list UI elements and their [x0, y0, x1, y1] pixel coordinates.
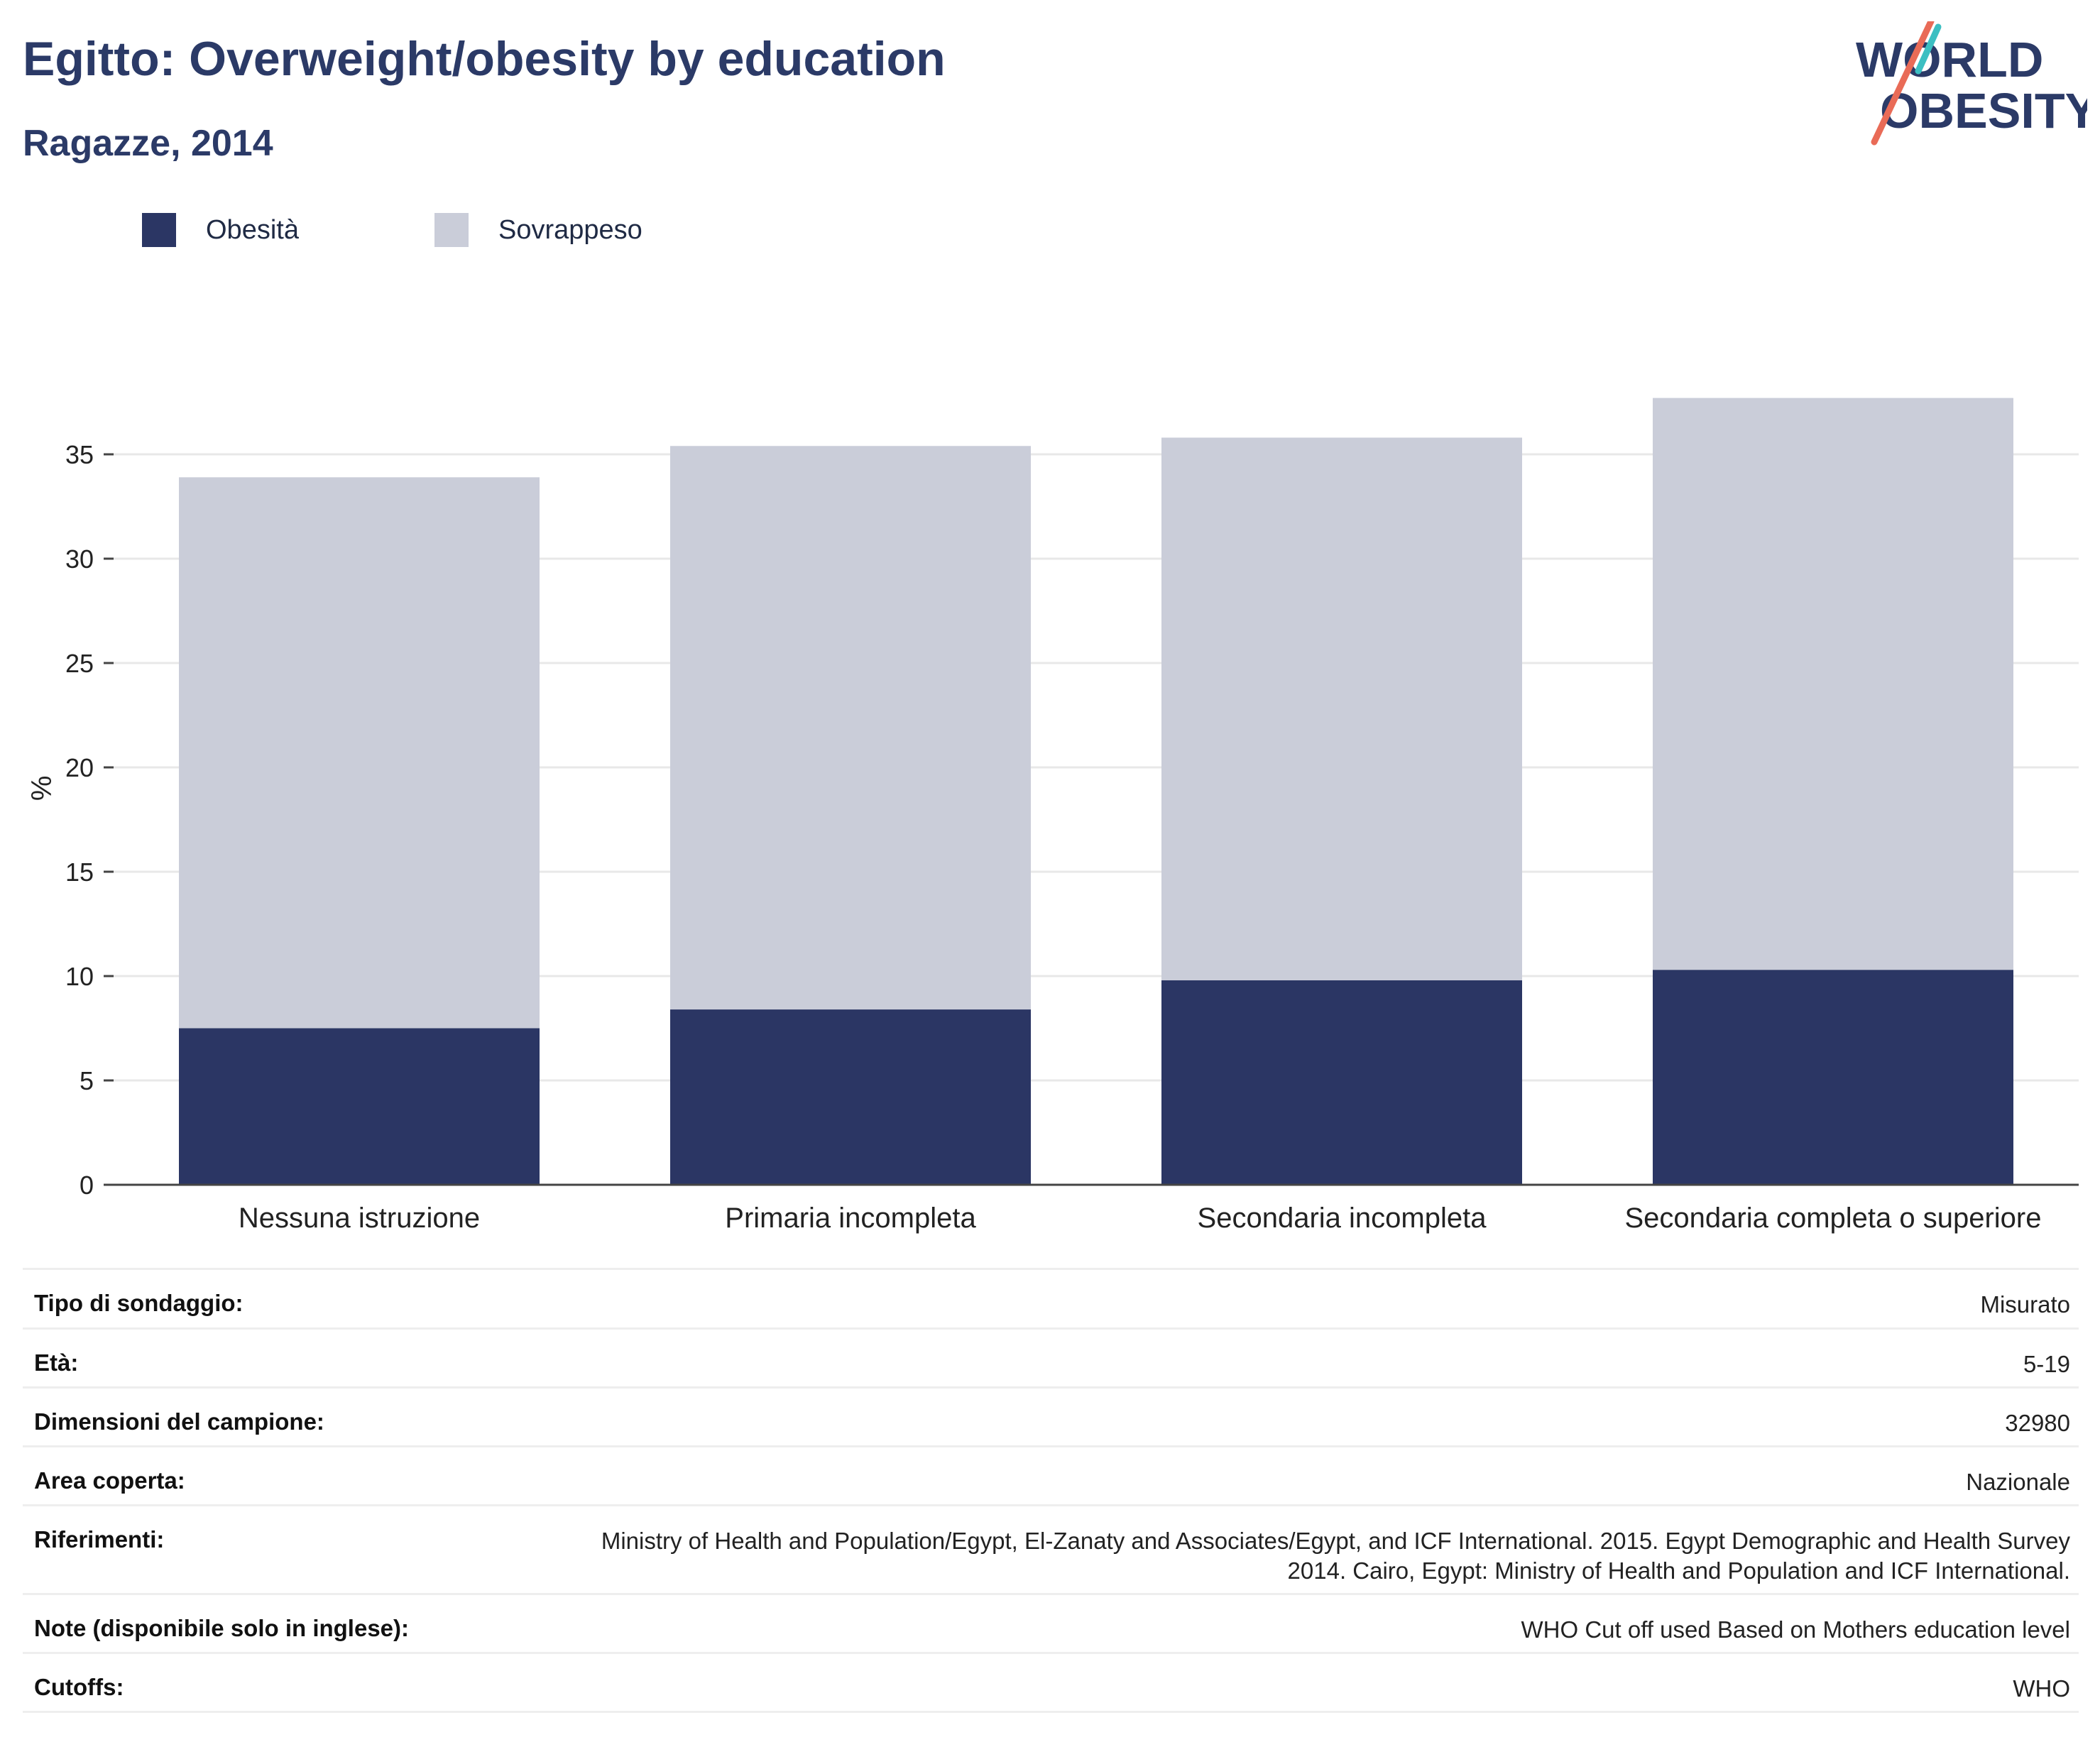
y-tick-label: 10	[65, 962, 94, 991]
y-tick-label: 30	[65, 544, 94, 574]
info-row-notes: Note (disponibile solo in inglese): WHO …	[23, 1593, 2079, 1652]
info-value: 32980	[2005, 1410, 2070, 1436]
svg-text:WORLD: WORLD	[1856, 32, 2043, 87]
info-row-references: Riferimenti: Ministry of Health and Popu…	[23, 1504, 2079, 1593]
legend-swatch-obesita	[142, 213, 176, 247]
info-value: WHO Cut off used Based on Mothers educat…	[1521, 1616, 2070, 1643]
legend-label-obesita: Obesità	[206, 214, 299, 245]
axes: 0 5 10 15 20 25 30 35% Nessuna istruzione Primari…	[26, 440, 2079, 1234]
bar-sovrappeso	[1161, 437, 1522, 980]
bar-sovrappeso	[1653, 398, 2013, 970]
info-label: Note (disponibile solo in inglese):	[34, 1615, 410, 1641]
y-tick-label: 35	[65, 440, 94, 469]
x-tick-label: Secondaria completa o superiore	[1624, 1203, 2041, 1234]
info-row-sample-size: Dimensioni del campione: 32980	[23, 1386, 2079, 1445]
y-tick-label: 0	[80, 1171, 94, 1200]
x-tick-label: Nessuna istruzione	[239, 1203, 480, 1234]
y-axis-label: %	[26, 776, 58, 801]
info-label: Tipo di sondaggio:	[34, 1290, 244, 1316]
x-tick-label: Primaria incompleta	[725, 1203, 976, 1234]
y-tick-label: 15	[65, 858, 94, 887]
info-value: Nazionale	[1966, 1469, 2070, 1495]
svg-text:OBESITY: OBESITY	[1880, 83, 2087, 138]
bar-obesita	[179, 1028, 540, 1185]
info-row-cutoffs: Cutoffs: WHO	[23, 1652, 2079, 1713]
info-label: Dimensioni del campione:	[34, 1408, 324, 1435]
page-subtitle: Ragazze, 2014	[23, 123, 273, 164]
info-label: Cutoffs:	[34, 1674, 124, 1700]
bar-obesita	[1653, 970, 2013, 1185]
info-row-age: Età: 5-19	[23, 1327, 2079, 1386]
info-row-area: Area coperta: Nazionale	[23, 1445, 2079, 1504]
legend-item-obesita: Obesità	[142, 210, 299, 250]
info-label: Area coperta:	[34, 1467, 185, 1494]
info-value: 5-19	[2023, 1351, 2070, 1377]
info-label: Riferimenti:	[34, 1526, 165, 1552]
x-tick-label: Secondaria incompleta	[1198, 1203, 1487, 1234]
y-tick-label: 5	[80, 1066, 94, 1095]
page-title: Egitto: Overweight/obesity by education	[23, 32, 946, 86]
stacked-bar-chart: 0 5 10 15 20 25 30 35% Nessuna istruzione Primari…	[26, 398, 2079, 1234]
bar-sovrappeso	[670, 446, 1031, 1010]
info-value: Ministry of Health and Population/Egypt,…	[601, 1528, 2070, 1584]
legend-item-sovrappeso: Sovrappeso	[434, 210, 642, 250]
info-value: WHO	[2013, 1675, 2070, 1702]
bar-obesita	[670, 1009, 1031, 1185]
legend-label-sovrappeso: Sovrappeso	[498, 214, 642, 245]
world-obesity-logo: WORLD OBESITY	[1846, 18, 2098, 156]
survey-info-table: Tipo di sondaggio: Misurato Età: 5-19 Di…	[23, 1268, 2079, 1713]
info-value: Misurato	[1980, 1291, 2070, 1318]
bar-obesita	[1161, 980, 1522, 1185]
bar-sovrappeso	[179, 477, 540, 1029]
legend-swatch-sovrappeso	[434, 213, 469, 247]
info-label: Età:	[34, 1349, 79, 1376]
info-row-survey-type: Tipo di sondaggio: Misurato	[23, 1268, 2079, 1327]
y-tick-label: 20	[65, 753, 94, 782]
bars	[179, 398, 2013, 1185]
y-tick-label: 25	[65, 649, 94, 678]
